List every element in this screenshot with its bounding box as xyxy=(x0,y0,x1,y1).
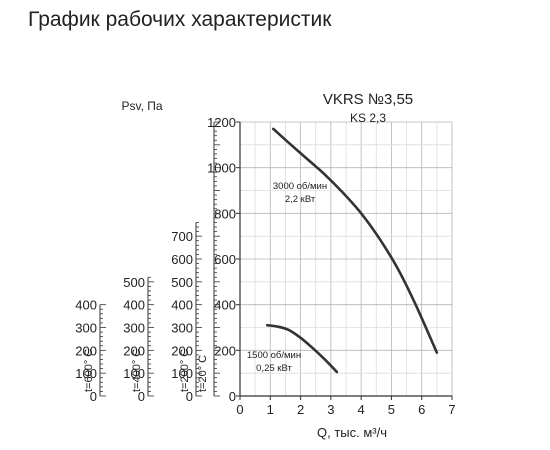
temperature-axis-tick-label: 600 xyxy=(171,252,193,267)
x-tick-label: 6 xyxy=(418,402,425,417)
y-tick-label: 0 xyxy=(229,389,236,404)
temperature-axis-tick-label: 0 xyxy=(138,389,145,404)
series-label-2: 1500 об/мин xyxy=(247,350,301,361)
temperature-axis-tick-label: 0 xyxy=(90,389,97,404)
temperature-axis-tick-label: 200 xyxy=(75,343,97,358)
series-label-1: 2,2 кВт xyxy=(285,194,316,205)
y-tick-label: 600 xyxy=(214,252,236,267)
y-tick-label: 1200 xyxy=(207,115,236,130)
series-label-2: 0,25 кВт xyxy=(256,363,292,374)
y-tick-label: 400 xyxy=(214,298,236,313)
x-tick-label: 1 xyxy=(267,402,274,417)
chart-series: 3000 об/мин 2,2 кВт 1500 об/мин 0,25 кВт xyxy=(247,127,439,374)
temperature-axis-label: t=400° C xyxy=(131,349,143,392)
chart-title: VKRS №3,55 xyxy=(323,91,413,108)
temperature-axis-tick-label: 200 xyxy=(171,343,193,358)
temperature-axis-tick-label: 400 xyxy=(123,298,145,313)
x-tick-label: 3 xyxy=(327,402,334,417)
temperature-axis-tick-label: 100 xyxy=(123,366,145,381)
temperature-axis-label: t=200° C xyxy=(179,349,191,392)
x-axis-label: Q, тыс. м³/ч xyxy=(317,425,387,440)
temperature-axis-tick-label: 500 xyxy=(171,275,193,290)
series-label-1: 3000 об/мин xyxy=(273,181,327,192)
y-tick-label: 800 xyxy=(214,206,236,221)
temperature-axis-label: t=20° C xyxy=(197,355,209,392)
y-tick-label: 200 xyxy=(214,343,236,358)
series-line-2 xyxy=(265,323,339,374)
x-tick-label: 0 xyxy=(236,402,243,417)
temperature-axis-tick-label: 300 xyxy=(123,321,145,336)
temperature-axis-tick-label: 0 xyxy=(186,389,193,404)
temperature-axis-tick-label: 100 xyxy=(75,366,97,381)
x-tick-label: 7 xyxy=(448,402,455,417)
y-tick-label: 1000 xyxy=(207,161,236,176)
temperature-axis-tick-label: 400 xyxy=(171,298,193,313)
series-line-1 xyxy=(272,127,439,354)
y-axis-label: Psv, Па xyxy=(121,99,162,113)
temperature-axis-tick-label: 500 xyxy=(123,275,145,290)
temperature-axis-tick-label: 400 xyxy=(75,298,97,313)
temperature-axis-tick-label: 300 xyxy=(75,321,97,336)
temperature-axis-tick-label: 300 xyxy=(171,321,193,336)
x-tick-label: 5 xyxy=(388,402,395,417)
temperature-axis-tick-label: 200 xyxy=(123,343,145,358)
x-tick-label: 4 xyxy=(358,402,365,417)
page-title: График рабочих характеристик xyxy=(28,8,332,31)
temperature-axis-label: t=600° C xyxy=(83,349,95,392)
temperature-axis-tick-label: 700 xyxy=(171,229,193,244)
x-tick-label: 2 xyxy=(297,402,304,417)
chart-subtitle: KS 2,3 xyxy=(350,111,386,125)
temperature-axis-tick-label: 100 xyxy=(171,366,193,381)
